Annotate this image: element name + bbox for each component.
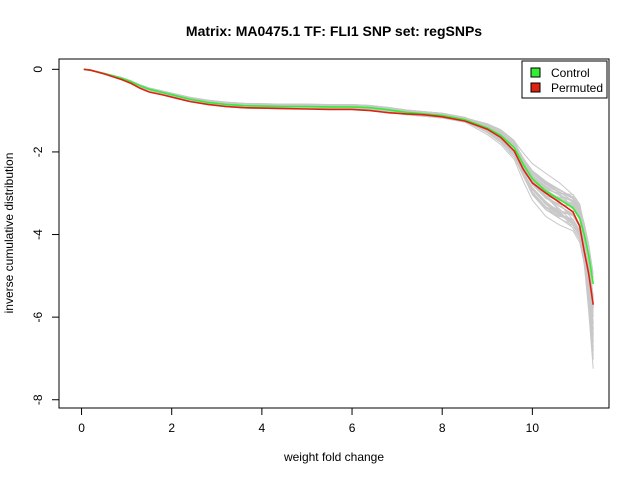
- background-run-line: [83, 68, 594, 312]
- x-tick-label: 0: [78, 421, 85, 435]
- y-axis: 0 -2 -4 -6 -8: [31, 66, 60, 405]
- chart-title: Matrix: MA0475.1 TF: FLI1 SNP set: regSN…: [186, 23, 482, 39]
- x-tick-label: 8: [439, 421, 446, 435]
- legend-swatch-permuted: [530, 82, 541, 93]
- y-tick-label: -4: [31, 229, 45, 240]
- x-tick-label: 4: [259, 421, 266, 435]
- series-line-control: [83, 68, 594, 285]
- x-axis: 0 2 4 6 8 10: [78, 407, 540, 435]
- legend-label-permuted: Permuted: [551, 81, 603, 95]
- y-tick-label: -2: [31, 146, 45, 157]
- x-tick-label: 6: [349, 421, 356, 435]
- y-axis-title: inverse cumulative distribution: [2, 153, 16, 314]
- series-line-permuted: [83, 68, 594, 305]
- y-tick-label: 0: [31, 66, 45, 73]
- y-tick-label: -6: [31, 311, 45, 322]
- x-tick-label: 2: [168, 421, 175, 435]
- legend: Control Permuted: [521, 60, 608, 99]
- x-tick-label: 10: [526, 421, 540, 435]
- legend-label-control: Control: [551, 66, 590, 80]
- x-axis-title: weight fold change: [283, 450, 384, 464]
- legend-swatch-control: [530, 67, 541, 78]
- y-tick-label: -8: [31, 394, 45, 405]
- series-lines: [83, 68, 594, 305]
